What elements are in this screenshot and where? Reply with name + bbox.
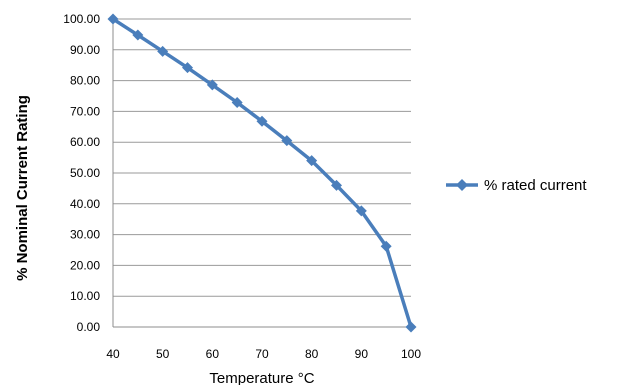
y-tick-label: 100.00 [63, 12, 100, 26]
x-tick-label: 40 [106, 347, 120, 361]
y-tick-label: 80.00 [70, 74, 100, 88]
legend: % rated current [446, 177, 587, 194]
data-point [306, 155, 318, 167]
data-point [355, 205, 367, 217]
data-point [182, 62, 193, 74]
x-tick-label: 60 [206, 347, 220, 361]
y-tick-label: 0.00 [77, 320, 101, 334]
data-point [132, 29, 144, 41]
y-tick-label: 20.00 [70, 258, 100, 272]
x-tick-label: 100 [401, 347, 421, 361]
y-tick-labels: 0.00 10.00 20.00 30.00 40.00 50.00 60.00 70.00 8… [63, 12, 100, 334]
y-tick-label: 60.00 [70, 135, 100, 149]
data-point [405, 321, 417, 333]
data-point [157, 45, 169, 57]
legend-swatch-marker [456, 179, 468, 191]
data-point [107, 13, 119, 25]
y-tick-label: 50.00 [70, 166, 100, 180]
data-point [256, 115, 268, 127]
data-point [281, 135, 293, 147]
y-tick-label: 40.00 [70, 197, 100, 211]
data-point [231, 96, 243, 108]
gridlines [113, 18, 411, 328]
x-axis-title: Temperature °C [209, 370, 314, 385]
y-tick-label: 10.00 [70, 289, 100, 303]
data-point [380, 240, 392, 252]
data-point [206, 79, 218, 91]
y-tick-label: 90.00 [70, 43, 100, 57]
y-tick-label: 70.00 [70, 104, 100, 118]
x-tick-label: 80 [305, 347, 319, 361]
x-tick-label: 90 [355, 347, 369, 361]
series-layer [107, 13, 417, 333]
x-tick-label: 50 [156, 347, 170, 361]
y-tick-label: 30.00 [70, 228, 100, 242]
x-tick-label: 70 [255, 347, 269, 361]
legend-label: % rated current [484, 177, 587, 194]
x-tick-labels: 40 50 60 70 80 90 100 [106, 347, 421, 361]
y-axis-title: % Nominal Current Rating [14, 95, 31, 281]
data-point [331, 179, 342, 191]
